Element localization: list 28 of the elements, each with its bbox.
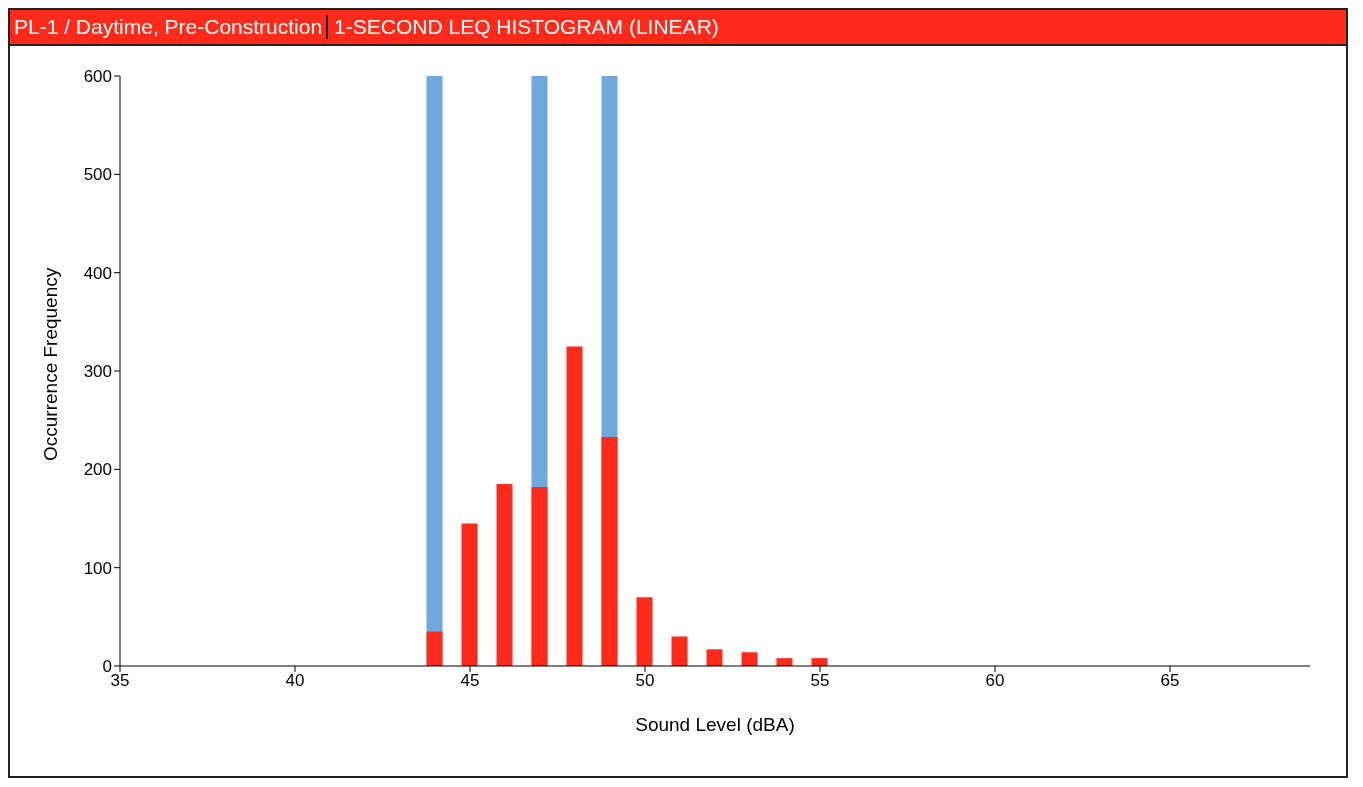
bar — [496, 484, 513, 666]
x-tick-label: 45 — [460, 671, 480, 691]
x-tick-label: 40 — [285, 671, 305, 691]
x-tick-label: 35 — [110, 671, 130, 691]
bar — [601, 436, 618, 666]
bar — [636, 597, 653, 666]
bar — [531, 487, 548, 666]
x-tick-label: 50 — [635, 671, 655, 691]
bar — [566, 346, 583, 666]
bar — [426, 631, 443, 666]
chart-subtitle: 1-SECOND LEQ HISTOGRAM (LINEAR) — [326, 15, 725, 39]
x-tick-label: 65 — [1160, 671, 1180, 691]
x-tick-label: 60 — [985, 671, 1005, 691]
bar — [741, 652, 758, 666]
y-tick-label: 0 — [102, 657, 112, 677]
y-axis-title: Occurrence Frequency — [39, 267, 61, 461]
y-tick-label: 200 — [83, 460, 112, 480]
y-tick-label: 500 — [83, 165, 112, 185]
y-tick-label: 300 — [83, 362, 112, 382]
y-tick-label: 600 — [83, 67, 112, 87]
bar — [706, 649, 723, 666]
x-tick-label: 55 — [810, 671, 830, 691]
bar — [671, 636, 688, 666]
chart-title: PL-1 / Daytime, Pre-Construction — [13, 15, 324, 39]
bar — [461, 523, 478, 666]
y-tick-label: 400 — [83, 263, 112, 283]
x-axis-title: Sound Level (dBA) — [635, 714, 795, 735]
y-tick-label: 100 — [83, 558, 112, 578]
